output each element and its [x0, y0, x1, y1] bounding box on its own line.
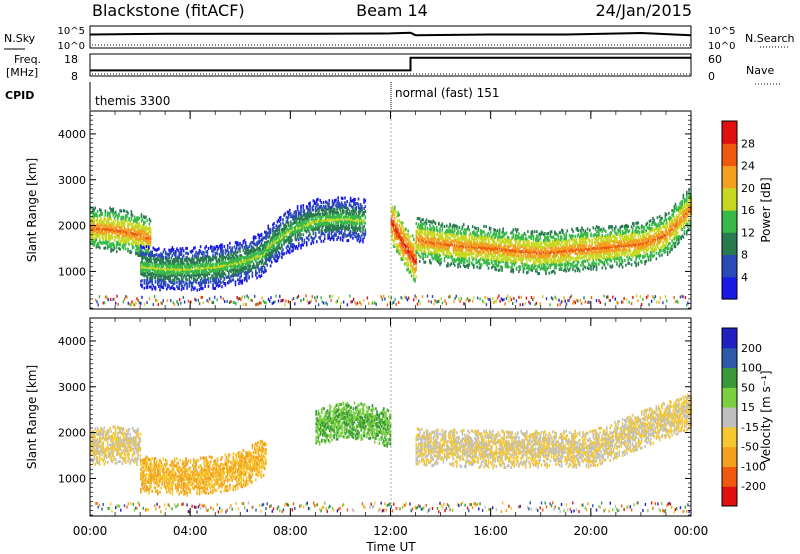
- power-colorbar-swatch-6: [722, 143, 737, 167]
- power-colorbar-tick-0: 4: [741, 271, 748, 284]
- x-tick-5: 20:00: [574, 524, 609, 538]
- x-tick-6: 00:00: [674, 524, 709, 538]
- velocity-panel: 1000 2000 3000 4000 Slant Range [km] -200 -1…: [25, 317, 773, 517]
- velocity-colorbar-tick-2: -50: [741, 441, 759, 454]
- velocity-colorbar-tick-6: 100: [741, 362, 762, 375]
- velocity-colorbar-swatch-1: [722, 466, 737, 487]
- velocity-colorbar-tick-3: -15: [741, 421, 759, 434]
- noise-right-label: N.Search: [745, 32, 795, 45]
- velocity-colorbar-swatch-5: [722, 387, 737, 408]
- site-title: Blackstone (fitACF): [92, 1, 245, 20]
- power-band-0: [90, 206, 152, 262]
- nave-tick-bottom: 0: [708, 70, 715, 83]
- cpid-label: CPID: [5, 89, 34, 102]
- power-near-range: [95, 294, 689, 307]
- velocity-colorbar-swatch-0: [722, 486, 737, 507]
- power_panel-ytick-2: 3000: [58, 174, 86, 187]
- velocity-colorbar-tick-1: -100: [741, 460, 766, 473]
- velocity-band-2: [315, 401, 392, 448]
- x-tick-3: 12:00: [373, 524, 408, 538]
- noise-right-tick-top: 10^5: [708, 26, 735, 37]
- power_panel-ytick-1: 2000: [58, 220, 86, 233]
- x-axis-label: Time UT: [365, 540, 416, 554]
- velocity-near-range: [95, 501, 690, 514]
- power-band-1: [140, 230, 267, 292]
- beam-title: Beam 14: [356, 1, 428, 20]
- velocity-colorbar-swatch-6: [722, 367, 737, 388]
- date-title: 24/Jan/2015: [595, 1, 692, 20]
- velocity-colorbar-swatch-4: [722, 407, 737, 428]
- power_panel-ytick-3: 4000: [58, 128, 86, 141]
- noise-left-tick-bottom: 10^0: [58, 41, 85, 52]
- power-colorbar-swatch-0: [722, 276, 737, 300]
- velocity-colorbar-label: Velocity [m s⁻¹]: [759, 370, 773, 463]
- frequency-line: [90, 56, 691, 72]
- noise-right-tick-bottom: 10^0: [708, 41, 735, 52]
- freq-tick-top: 18: [64, 53, 78, 66]
- velocity-colorbar-swatch-7: [722, 347, 737, 369]
- velocity-band-1: [140, 439, 267, 497]
- velocity-colorbar-tick-0: -200: [741, 480, 766, 493]
- power-colorbar-swatch-5: [722, 165, 737, 189]
- freq-label-1: Freq.: [14, 53, 41, 66]
- velocity-band-3: [415, 393, 693, 470]
- velocity_panel-ytick-1: 2000: [58, 427, 86, 440]
- nave-tick-top: 60: [708, 53, 722, 66]
- power-colorbar-tick-3: 16: [741, 204, 755, 217]
- velocity-colorbar-swatch-8: [722, 328, 737, 349]
- velocity-colorbar-tick-7: 200: [741, 342, 762, 355]
- power-band-3: [390, 205, 417, 283]
- noise-left-tick-top: 10^5: [58, 26, 85, 37]
- noise-left-label: N.Sky: [4, 32, 36, 45]
- velocity-band-0: [90, 425, 142, 466]
- power_panel-ytick-0: 1000: [58, 265, 86, 278]
- velocity-colorbar-tick-5: 50: [741, 381, 755, 394]
- power-colorbar-tick-1: 8: [741, 249, 748, 262]
- cpid-program-2: normal (fast) 151: [395, 86, 499, 100]
- velocity-colorbar-tick-4: 15: [741, 401, 755, 414]
- power-panel: 1000 2000 3000 4000 Slant Range [km] 4 8 12 16…: [25, 110, 773, 310]
- power-colorbar-swatch-3: [722, 210, 737, 233]
- power-colorbar: 4 8 12 16 20 24 28: [721, 120, 755, 300]
- velocity-colorbar: -200 -100 -50 -15 15 50 100 200: [721, 327, 766, 507]
- noise-panel: N.Sky 10^5 10^0 10^5 10^0 N.Search: [4, 25, 795, 52]
- freq-tick-bottom: 8: [71, 70, 78, 83]
- velocity_panel-ytick-2: 3000: [58, 381, 86, 394]
- power-colorbar-swatch-1: [722, 254, 737, 278]
- power-colorbar-swatch-7: [722, 121, 737, 144]
- x-tick-0: 00:00: [73, 524, 108, 538]
- cpid-program-1: themis 3300: [95, 94, 170, 108]
- power-colorbar-tick-5: 24: [741, 160, 755, 173]
- frequency-panel: Freq. [MHz] 18 8 60 0 Nave: [6, 53, 780, 85]
- x-tick-2: 08:00: [273, 524, 308, 538]
- velocity-colorbar-swatch-2: [722, 446, 737, 467]
- velocity_panel-ytick-0: 1000: [58, 472, 86, 485]
- cpid-panel: CPID themis 3300 normal (fast) 151: [5, 82, 499, 110]
- velocity-echoes: [90, 393, 693, 514]
- power-colorbar-tick-2: 12: [741, 226, 755, 239]
- power-colorbar-swatch-4: [722, 187, 737, 211]
- power-colorbar-label: Power [dB]: [759, 177, 773, 242]
- power-echoes: [90, 188, 693, 307]
- x-tick-4: 16:00: [473, 524, 508, 538]
- power-colorbar-tick-4: 20: [741, 182, 755, 195]
- velocity_panel-ytick-3: 4000: [58, 335, 86, 348]
- power-ylabel: Slant Range [km]: [25, 158, 39, 262]
- power-band-4: [415, 188, 693, 276]
- freq-label-2: [MHz]: [6, 66, 38, 79]
- velocity-colorbar-swatch-3: [722, 426, 737, 448]
- power-band-2: [265, 196, 367, 268]
- noise-sky-line: [89, 31, 692, 37]
- power-colorbar-tick-6: 28: [741, 137, 755, 150]
- x-axis: 00:00 04:00 08:00 12:00 16:00 20:00 00:00: [73, 111, 709, 538]
- x-tick-1: 04:00: [173, 524, 208, 538]
- velocity-ylabel: Slant Range [km]: [25, 365, 39, 469]
- power-colorbar-swatch-2: [722, 232, 737, 256]
- nave-label: Nave: [746, 64, 774, 77]
